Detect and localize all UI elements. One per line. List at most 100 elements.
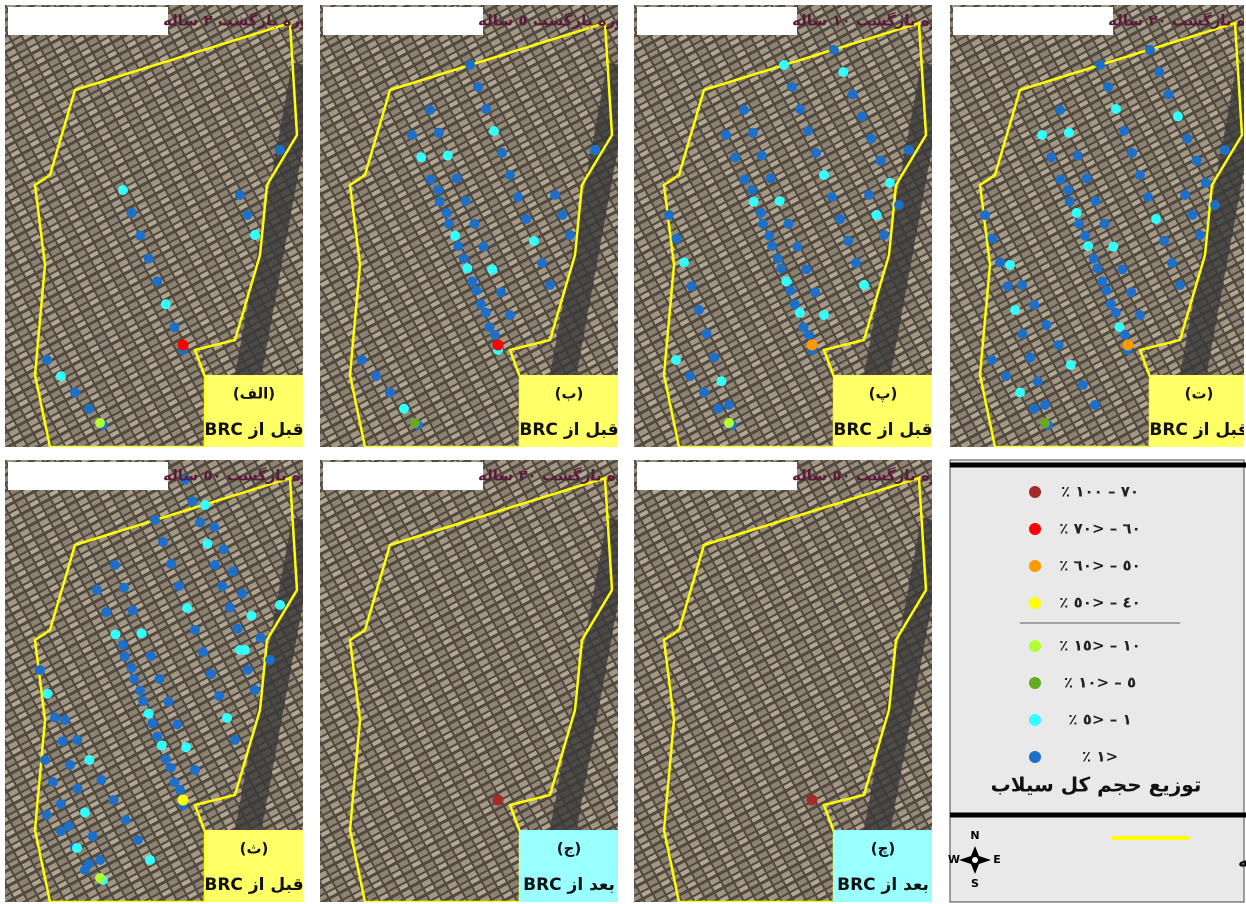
flood-node — [748, 128, 758, 138]
flood-node — [739, 105, 749, 115]
flood-node — [127, 208, 137, 218]
flood-node — [65, 760, 75, 770]
page: {"panels":[ {"title":"دوره بازگشت ٢ ساله… — [0, 0, 1246, 904]
flood-node — [118, 640, 128, 650]
flood-node — [795, 104, 805, 114]
legend-swatch — [1029, 640, 1041, 652]
flood-node — [158, 537, 168, 547]
compass-s: S — [971, 877, 979, 890]
flood-node — [1001, 371, 1011, 381]
flood-node — [749, 197, 759, 207]
flood-node — [1029, 300, 1039, 310]
flood-node — [1046, 152, 1056, 162]
flood-node — [218, 581, 228, 591]
flood-node — [894, 200, 904, 210]
title-box — [8, 462, 168, 490]
flood-node — [529, 236, 539, 246]
legend-label: <١ ٪ — [1082, 748, 1118, 766]
flood-node — [1102, 286, 1112, 296]
flood-node — [250, 685, 260, 695]
flood-node — [685, 371, 695, 381]
flood-node — [1083, 241, 1093, 251]
flood-node — [228, 566, 238, 576]
flood-node — [1151, 214, 1161, 224]
flood-node — [699, 388, 709, 398]
flood-node — [1078, 380, 1088, 390]
flood-node — [145, 855, 155, 865]
flood-node — [181, 742, 191, 752]
panel-title: دوره بازگشت ٢٠ ساله — [1108, 12, 1246, 30]
flood-node — [465, 60, 475, 70]
flood-node — [875, 156, 885, 166]
flood-node — [713, 404, 723, 414]
flood-node — [1010, 305, 1020, 315]
flood-node — [84, 404, 94, 414]
flood-node — [739, 174, 749, 184]
flood-node — [819, 310, 829, 320]
flood-node — [1018, 329, 1028, 339]
flood-node — [1091, 196, 1101, 206]
flood-node — [200, 500, 210, 510]
flood-node — [787, 82, 797, 92]
flood-node — [1167, 258, 1177, 268]
legend-label: ٥ – <١٠ ٪ — [1064, 674, 1136, 692]
flood-node — [146, 651, 156, 661]
flood-node — [237, 589, 247, 599]
legend-swatch — [1029, 677, 1041, 689]
flood-node — [1025, 353, 1035, 363]
flood-node — [1005, 260, 1015, 270]
panel-label: (ت) — [1185, 385, 1214, 403]
map-panel: دوره بازگشت ٢٠ ساله (ت) قبل از BRC — [950, 5, 1246, 447]
flood-node — [72, 735, 82, 745]
legend-label: ٥٠ – <٦٠ ٪ — [1059, 557, 1141, 575]
flood-node — [137, 628, 147, 638]
flood-node — [807, 340, 818, 351]
flood-node — [781, 276, 791, 286]
flood-node — [764, 231, 774, 241]
panel-title: دوره بازگشت ٥٠ ساله — [792, 467, 956, 485]
flood-node — [795, 308, 805, 318]
flood-node — [487, 264, 497, 274]
flood-node — [717, 376, 727, 386]
flood-node — [1220, 145, 1230, 155]
flood-node — [166, 559, 176, 569]
flood-node — [481, 308, 491, 318]
flood-node — [118, 185, 128, 195]
figure: دوره بازگشت ٢ ساله(الف)قبل از BRCدوره با… — [0, 0, 1246, 904]
flood-node — [773, 254, 783, 264]
flood-node — [462, 263, 472, 273]
flood-node — [60, 715, 70, 725]
map-area: دوره بازگشت ١٠ ساله(پ)قبل از BRC — [634, 5, 956, 447]
title-box — [323, 462, 483, 490]
panel-status: قبل از BRC — [519, 420, 618, 440]
flood-node — [35, 665, 45, 675]
legend-label: ١٠ – <١٥ ٪ — [1059, 637, 1141, 655]
flood-node — [443, 151, 453, 161]
flood-node — [222, 713, 232, 723]
flood-node — [240, 645, 250, 655]
flood-node — [672, 234, 682, 244]
flood-node — [767, 241, 777, 251]
panel-label: (الف) — [233, 385, 275, 403]
flood-node — [1195, 230, 1205, 240]
panel-status: قبل از BRC — [1149, 420, 1246, 440]
flood-node — [416, 152, 426, 162]
flood-node — [144, 709, 154, 719]
flood-node — [1037, 130, 1047, 140]
flood-node — [385, 388, 395, 398]
flood-node — [152, 276, 162, 286]
flood-node — [109, 795, 119, 805]
flood-node — [1097, 276, 1107, 286]
flood-node — [182, 603, 192, 613]
flood-node — [169, 322, 179, 332]
flood-node — [493, 340, 504, 351]
map-area: دوره بازگشت ٥٠ ساله(چ)بعد از BRC — [634, 460, 956, 902]
flood-node — [70, 388, 80, 398]
flood-node — [1111, 104, 1121, 114]
flood-node — [1123, 340, 1134, 351]
flood-node — [461, 196, 471, 206]
title-box — [323, 7, 483, 35]
flood-node — [481, 104, 491, 114]
panel-status: قبل از BRC — [204, 875, 303, 895]
flood-node — [1143, 192, 1153, 202]
